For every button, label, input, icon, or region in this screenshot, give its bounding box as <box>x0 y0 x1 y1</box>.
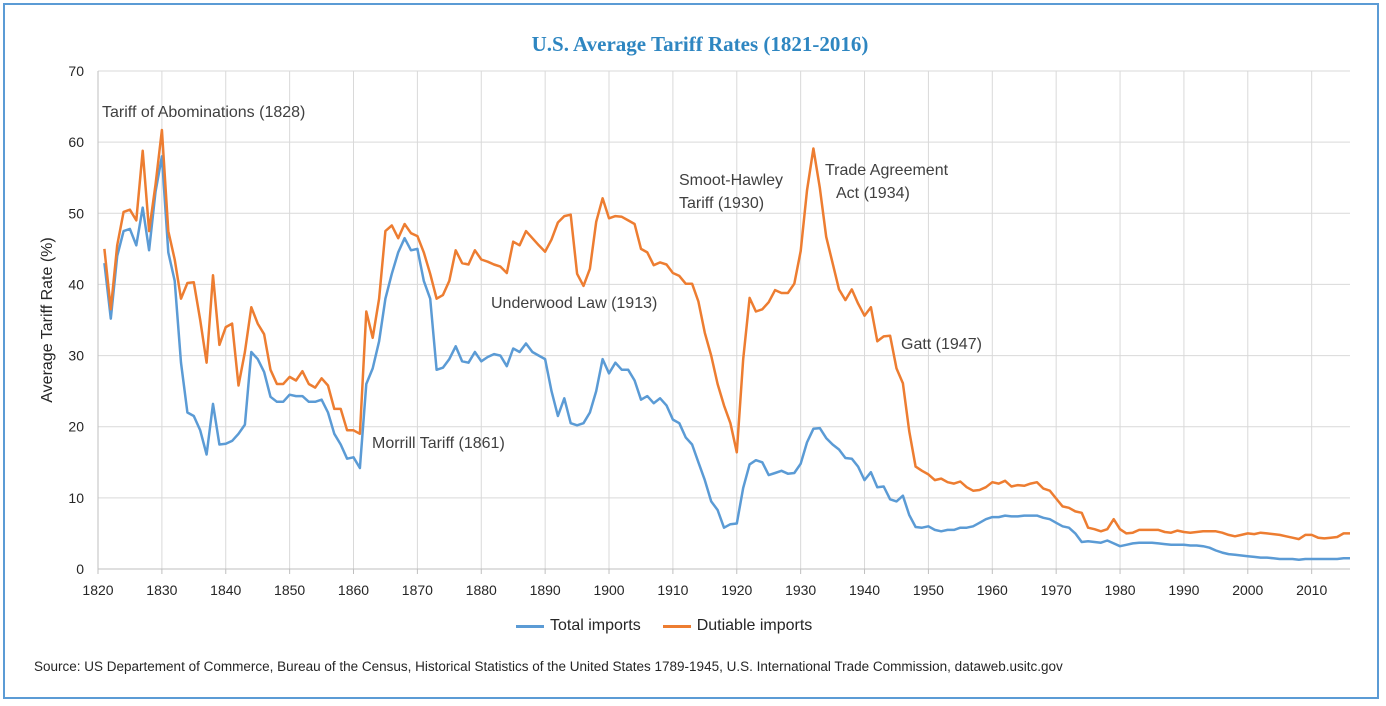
legend-swatch-dutiable <box>662 624 691 628</box>
x-tick-label: 1870 <box>402 582 433 598</box>
series-lines <box>103 128 1350 562</box>
x-tick-label: 1830 <box>146 582 177 598</box>
y-tick-label: 70 <box>68 63 84 79</box>
series-line-total-imports <box>103 155 1350 562</box>
legend-item-dutiable: Dutiable imports <box>662 617 813 635</box>
y-tick-label: 60 <box>68 134 84 150</box>
annotation-underwood: Underwood Law (1913) <box>491 295 657 312</box>
x-tick-label: 1850 <box>274 582 305 598</box>
y-axis-label: Average Tariff Rate (%) <box>39 237 56 402</box>
x-tick-label: 1920 <box>721 582 752 598</box>
legend-label-dutiable: Dutiable imports <box>696 617 813 634</box>
x-tick-label: 1960 <box>977 582 1008 598</box>
chart-frame <box>3 3 1379 699</box>
x-tick-label: 1970 <box>1041 582 1072 598</box>
annotation-abominations: Tariff of Abominations (1828) <box>102 104 305 121</box>
x-tick-label: 1980 <box>1104 582 1135 598</box>
source-note: Source: US Departement of Commerce, Bure… <box>34 659 1063 674</box>
y-tick-label: 0 <box>76 561 84 577</box>
x-tick-label: 1910 <box>657 582 688 598</box>
y-tick-label: 30 <box>68 348 84 364</box>
x-tick-label: 2000 <box>1232 582 1263 598</box>
x-tick-label: 1940 <box>849 582 880 598</box>
legend-label-total: Total imports <box>550 617 641 634</box>
x-tick-label: 1950 <box>913 582 944 598</box>
x-tick-label: 1820 <box>82 582 113 598</box>
legend-item-total: Total imports <box>516 617 641 635</box>
x-tick-label: 1890 <box>530 582 561 598</box>
x-tick-label: 1990 <box>1168 582 1199 598</box>
y-tick-label: 10 <box>68 490 84 506</box>
x-tick-label: 1860 <box>338 582 369 598</box>
x-tick-label: 1900 <box>593 582 624 598</box>
annotation-smoot1: Smoot-Hawley <box>679 172 783 189</box>
x-tick-label: 1880 <box>466 582 497 598</box>
axes: 1820 1830 1840 1850 1860 1870 1880 1890 1900 1910… <box>68 63 1350 598</box>
x-tick-label: 1840 <box>210 582 241 598</box>
series-line-dutiable-imports <box>103 128 1350 541</box>
annotations: Tariff of Abominations (1828) Morrill Tar… <box>102 104 982 452</box>
y-tick-label: 40 <box>68 276 84 292</box>
annotation-trade1: Trade Agreement <box>825 162 949 179</box>
y-tick-label: 20 <box>68 419 84 435</box>
grid-lines <box>97 70 1350 569</box>
x-tick-label: 1930 <box>785 582 816 598</box>
annotation-smoot2: Tariff (1930) <box>679 195 764 212</box>
annotation-gatt: Gatt (1947) <box>901 336 982 353</box>
y-tick-label: 50 <box>68 205 84 221</box>
annotation-trade2: Act (1934) <box>836 185 910 202</box>
legend: Total imports Dutiable imports <box>516 617 812 635</box>
legend-swatch-total <box>516 624 544 628</box>
annotation-morrill: Morrill Tariff (1861) <box>372 435 505 452</box>
x-tick-label: 2010 <box>1296 582 1327 598</box>
chart-title: U.S. Average Tariff Rates (1821-2016) <box>531 32 869 56</box>
